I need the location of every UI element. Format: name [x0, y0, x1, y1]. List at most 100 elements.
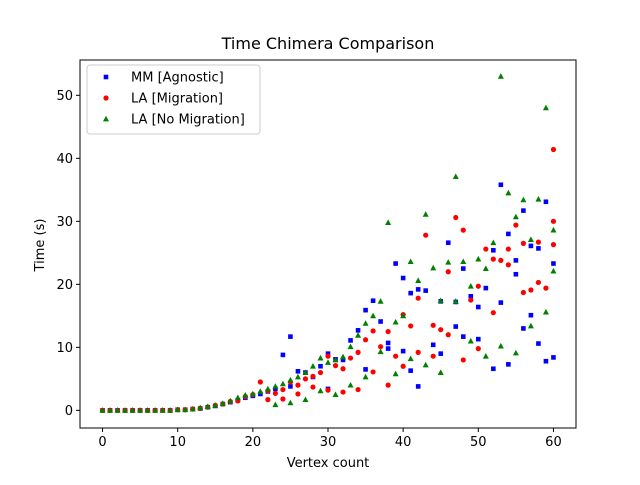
data-point	[302, 396, 309, 403]
data-point	[355, 386, 361, 393]
data-point	[400, 348, 406, 354]
data-point	[475, 346, 481, 352]
y-tick-label: 30	[56, 215, 73, 230]
chart-title: Time Chimera Comparison	[221, 34, 435, 53]
data-point	[355, 349, 361, 355]
data-point	[385, 219, 392, 225]
x-tick-label: 10	[169, 435, 186, 450]
y-tick-label: 10	[56, 341, 73, 356]
data-point	[310, 373, 316, 379]
data-point	[340, 366, 346, 372]
data-point	[317, 387, 324, 394]
data-point	[483, 246, 489, 252]
data-point	[348, 338, 353, 343]
data-point	[325, 359, 331, 365]
data-point	[476, 336, 481, 342]
legend: MM [Agnostic] LA [Migration] LA [No Migrat…	[86, 64, 261, 135]
data-point	[385, 340, 391, 346]
data-point	[483, 285, 489, 291]
x-tick-label: 60	[545, 435, 562, 450]
data-point	[460, 227, 466, 233]
data-point	[317, 354, 324, 361]
data-point	[513, 258, 519, 263]
data-point	[422, 361, 429, 368]
data-point	[430, 322, 436, 328]
data-point	[467, 283, 474, 289]
data-point	[363, 367, 368, 372]
data-point	[550, 226, 557, 233]
data-point	[318, 363, 323, 369]
y-tick-label: 50	[56, 89, 73, 104]
data-point	[182, 406, 189, 413]
data-point	[347, 355, 354, 361]
data-point	[550, 267, 557, 274]
data-point	[280, 386, 286, 393]
data-point	[536, 341, 541, 346]
data-point	[378, 344, 384, 350]
data-point	[512, 349, 519, 356]
data-point	[392, 370, 399, 377]
data-point	[543, 199, 549, 205]
data-point	[378, 319, 383, 324]
data-point	[423, 232, 429, 238]
data-point	[497, 73, 504, 79]
data-point	[152, 407, 159, 413]
data-point	[340, 357, 346, 363]
data-point	[362, 337, 369, 343]
data-point	[264, 385, 271, 392]
data-point	[490, 310, 496, 316]
x-tick-label: 40	[395, 435, 412, 450]
data-point	[249, 390, 256, 397]
data-point	[415, 277, 422, 283]
data-point	[543, 358, 549, 364]
data-point	[551, 261, 556, 266]
data-point	[317, 369, 324, 376]
data-point	[505, 262, 511, 268]
data-point	[460, 357, 466, 363]
data-point	[302, 369, 309, 375]
data-point	[107, 407, 114, 413]
data-point	[309, 363, 316, 369]
data-point	[370, 298, 376, 304]
data-point	[302, 376, 309, 382]
data-point	[536, 246, 541, 251]
data-point	[415, 287, 421, 292]
data-point	[362, 320, 369, 326]
legend-entry: MM [Agnostic]	[131, 71, 224, 86]
data-point	[475, 283, 481, 289]
y-tick-label: 0	[65, 404, 73, 419]
data-point	[310, 384, 316, 390]
data-point	[174, 406, 181, 413]
data-point	[272, 390, 278, 396]
data-point	[460, 266, 466, 271]
data-point	[340, 389, 346, 395]
data-point	[287, 399, 294, 406]
data-point	[204, 403, 211, 409]
data-point	[408, 368, 413, 373]
data-point	[527, 236, 534, 242]
data-point	[408, 290, 413, 296]
data-point	[272, 383, 279, 389]
data-point	[340, 353, 347, 360]
data-point	[280, 352, 286, 358]
data-point	[234, 394, 241, 401]
data-point	[520, 240, 526, 246]
data-point	[385, 382, 391, 388]
data-point	[355, 328, 361, 333]
data-point	[476, 304, 481, 310]
data-point	[400, 363, 406, 369]
data-point	[452, 298, 459, 304]
data-point	[497, 342, 504, 349]
data-point	[295, 391, 301, 397]
data-point	[430, 264, 437, 271]
data-point	[460, 258, 467, 265]
data-point	[437, 369, 444, 375]
data-point	[498, 257, 504, 263]
data-point	[422, 211, 429, 217]
data-point	[445, 269, 451, 275]
data-point	[212, 402, 219, 408]
data-point	[520, 196, 527, 203]
data-point	[528, 287, 534, 293]
data-point	[423, 288, 428, 293]
